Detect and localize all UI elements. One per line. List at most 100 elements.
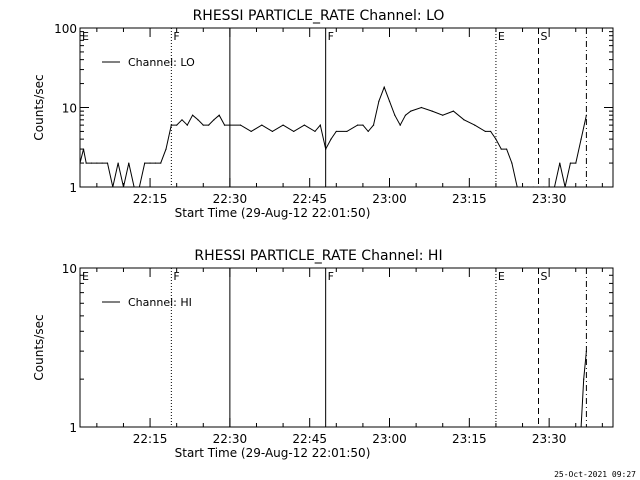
event-marker-label: F (173, 30, 179, 43)
data-point (330, 138, 332, 140)
data-point (202, 124, 204, 126)
data-point (101, 162, 103, 164)
data-point (261, 124, 263, 126)
data-point (388, 100, 391, 102)
data-point (580, 138, 582, 140)
data-point (505, 148, 508, 150)
data-point (575, 162, 577, 164)
data-point (431, 110, 433, 112)
x-tick-label: 23:15 (452, 432, 487, 446)
x-tick-label: 22:45 (292, 192, 327, 206)
data-point (511, 162, 513, 164)
data-point (484, 130, 486, 133)
data-point (122, 186, 125, 187)
y-tick-label: 1 (69, 421, 77, 435)
event-marker-label: E (82, 30, 89, 43)
data-point (181, 119, 183, 121)
data-point (170, 124, 172, 126)
data-point (559, 162, 561, 164)
data-point (117, 162, 119, 164)
event-marker-label: E (498, 30, 505, 43)
data-point (80, 162, 81, 164)
data-point (372, 124, 375, 126)
data-point (420, 106, 423, 109)
data-point (474, 124, 476, 126)
event-marker-label: F (328, 30, 334, 43)
data-point (463, 119, 465, 121)
series-line (80, 85, 587, 187)
x-axis-label: Start Time (29-Aug-12 22:01:50) (175, 206, 371, 220)
data-point (367, 130, 369, 133)
data-point (186, 124, 188, 126)
data-point (500, 148, 502, 150)
x-tick-label: 23:00 (372, 432, 407, 446)
x-tick-label: 22:15 (133, 192, 168, 206)
data-point (165, 148, 167, 150)
data-point (213, 119, 215, 121)
legend-entry: Channel: LO (128, 56, 195, 69)
data-point (271, 130, 274, 133)
data-point (149, 162, 151, 164)
plot-frame (79, 267, 614, 428)
data-point (553, 186, 556, 187)
data-point (569, 162, 572, 164)
data-point (303, 124, 305, 126)
event-marker-label: S (541, 30, 548, 43)
data-point (106, 162, 109, 164)
data-point (362, 124, 364, 126)
data-point (580, 426, 582, 427)
data-point (160, 162, 162, 164)
data-point (293, 130, 295, 133)
data-point (197, 119, 199, 121)
data-point (585, 114, 587, 116)
hi-channel-panel: RHESSI PARTICLE_RATE Channel: HI 1 10 22:15… (32, 248, 614, 460)
event-marker-label: E (498, 270, 505, 283)
chart-title: RHESSI PARTICLE_RATE Channel: LO (193, 8, 445, 24)
x-tick-label: 22:30 (213, 432, 248, 446)
data-point (192, 114, 194, 116)
data-point (144, 162, 146, 164)
data-point (383, 86, 385, 88)
data-point (490, 130, 492, 133)
data-point (325, 148, 327, 150)
data-point (207, 124, 210, 126)
data-point (564, 186, 566, 187)
data-point (378, 100, 380, 102)
y-axis-label: Counts/sec (32, 74, 46, 140)
data-point (223, 124, 226, 126)
data-point (239, 124, 242, 126)
data-point (229, 124, 231, 126)
data-point (583, 378, 585, 380)
chart-title: RHESSI PARTICLE_RATE Channel: HI (194, 248, 442, 264)
data-point (516, 186, 518, 187)
footer-timestamp: 25-Oct-2021 09:27 (554, 470, 636, 479)
data-point (176, 124, 178, 126)
x-tick-label: 23:30 (532, 432, 567, 446)
data-point (527, 186, 529, 187)
data-point (346, 130, 348, 133)
x-tick-label: 23:00 (372, 192, 407, 206)
data-point (521, 186, 524, 187)
data-point (335, 130, 337, 133)
data-point (410, 110, 412, 112)
data-point (585, 350, 587, 352)
event-marker-label: F (328, 270, 334, 283)
event-marker-label: S (541, 270, 548, 283)
y-tick-label: 1 (69, 181, 77, 195)
data-point (128, 162, 130, 164)
data-point (85, 162, 87, 164)
data-point (452, 110, 454, 112)
data-point (133, 186, 135, 187)
data-point (314, 130, 316, 133)
lo-channel-panel: RHESSI PARTICLE_RATE Channel: LO 1 10 100 22… (32, 8, 614, 220)
x-tick-label: 22:15 (133, 432, 168, 446)
data-point (282, 124, 284, 126)
data-point (495, 138, 497, 140)
data-point (548, 186, 550, 187)
legend-entry: Channel: HI (128, 296, 192, 309)
y-tick-label: 10 (62, 102, 77, 116)
data-point (532, 186, 534, 187)
data-point (319, 124, 321, 126)
data-point (543, 186, 545, 187)
